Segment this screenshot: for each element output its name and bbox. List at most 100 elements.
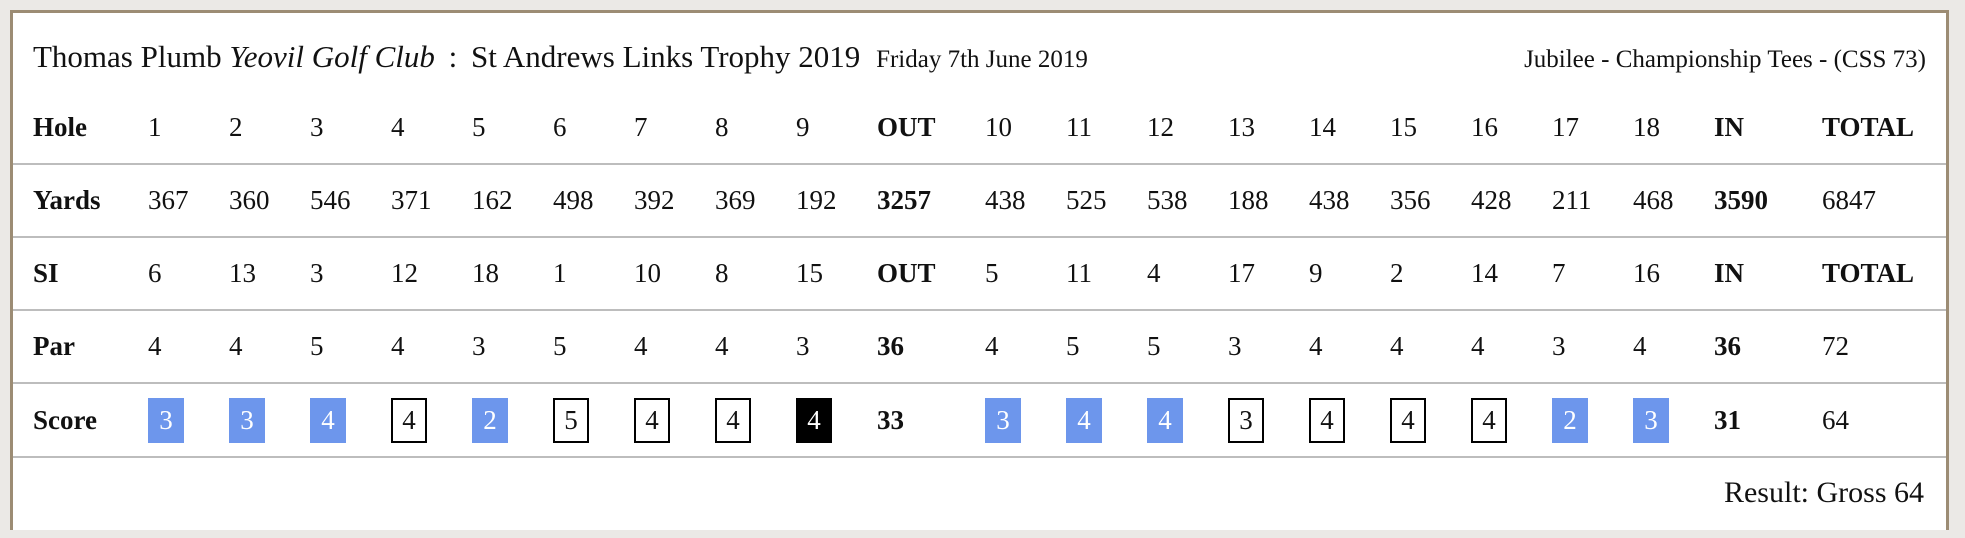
score-cell: 4 xyxy=(1390,382,1471,456)
row-label-par: Par xyxy=(13,309,148,383)
hole-cell: 3 xyxy=(310,111,324,142)
hole-cell: 10 xyxy=(985,111,1012,142)
yards-cell: 367 xyxy=(148,163,229,237)
par-cell: 4 xyxy=(985,309,1066,383)
score-cell: 33 xyxy=(877,382,985,456)
hole-cell: 11 xyxy=(1066,111,1092,142)
par-cell: 36 xyxy=(1714,309,1822,383)
par-score-box: 4 xyxy=(1309,397,1345,443)
scorecard-table-body: Hole 1 2 3 4 5 6 7 8 9 OUT 10 11 12 13 14 15 16 17 18 IN TOTA… xyxy=(13,91,1946,456)
par-cell: 3 xyxy=(472,309,553,383)
hole-cell: 14 xyxy=(1309,111,1336,142)
hole-cell: 17 xyxy=(1552,111,1579,142)
score-cell: 3 xyxy=(1228,382,1309,456)
par-cell: 4 xyxy=(148,309,229,383)
yards-cell: 3257 xyxy=(877,163,985,237)
score-cell: 4 xyxy=(1066,382,1147,456)
si-cell: 16 xyxy=(1633,236,1714,310)
scorecard-card: Thomas Plumb Yeovil Golf Club : St Andre… xyxy=(10,10,1949,530)
hole-cell: 18 xyxy=(1633,111,1660,142)
par-cell: 4 xyxy=(1471,309,1552,383)
birdie-score-box: 4 xyxy=(1147,397,1183,443)
bogey-score-box: 4 xyxy=(796,397,832,443)
si-cell: 9 xyxy=(1309,236,1390,310)
yards-cell: 428 xyxy=(1471,163,1552,237)
yards-cell: 192 xyxy=(796,163,877,237)
scorecard-title: Thomas Plumb Yeovil Golf Club : St Andre… xyxy=(33,39,1088,75)
hole-cell: IN xyxy=(1714,111,1745,142)
result-row: Result: Gross 64 xyxy=(13,456,1946,528)
score-cell: 4 xyxy=(634,382,715,456)
yards-cell: 211 xyxy=(1552,163,1633,237)
si-cell: 17 xyxy=(1228,236,1309,310)
par-score-box: 3 xyxy=(1228,397,1264,443)
birdie-score-box: 3 xyxy=(1633,397,1669,443)
si-cell: 18 xyxy=(472,236,553,310)
yards-cell: 438 xyxy=(985,163,1066,237)
competition-date: Friday 7th June 2019 xyxy=(876,46,1088,73)
si-cell: OUT xyxy=(877,236,985,310)
row-label-score: Score xyxy=(13,382,148,456)
par-cell: 3 xyxy=(1228,309,1309,383)
par-cell: 3 xyxy=(1552,309,1633,383)
player-name: Thomas Plumb xyxy=(33,39,222,74)
par-cell: 4 xyxy=(1390,309,1471,383)
score-cell: 4 xyxy=(796,382,877,456)
result-text: Result: Gross 64 xyxy=(1723,476,1924,509)
par-cell: 4 xyxy=(391,309,472,383)
yards-cell: 369 xyxy=(715,163,796,237)
birdie-score-box: 4 xyxy=(1066,397,1102,443)
score-cell: 4 xyxy=(715,382,796,456)
par-score-box: 5 xyxy=(553,397,589,443)
hole-cell: 2 xyxy=(229,111,243,142)
si-cell: 10 xyxy=(634,236,715,310)
score-cell: 3 xyxy=(148,382,229,456)
par-cell: 5 xyxy=(1066,309,1147,383)
si-cell: 7 xyxy=(1552,236,1633,310)
hole-cell: TOTAL xyxy=(1822,111,1915,142)
score-cell: 3 xyxy=(1633,382,1714,456)
hole-cell: 13 xyxy=(1228,111,1255,142)
yards-cell: 3590 xyxy=(1714,163,1822,237)
par-score-box: 4 xyxy=(634,397,670,443)
score-cell: 4 xyxy=(1471,382,1552,456)
par-cell: 5 xyxy=(553,309,634,383)
yards-cell: 6847 xyxy=(1822,163,1946,237)
yards-cell: 525 xyxy=(1066,163,1147,237)
competition-name: St Andrews Links Trophy 2019 xyxy=(471,39,861,74)
par-cell: 4 xyxy=(229,309,310,383)
si-cell: 11 xyxy=(1066,236,1147,310)
si-cell: 13 xyxy=(229,236,310,310)
hole-cell: 16 xyxy=(1471,111,1498,142)
hole-cell: 1 xyxy=(148,111,162,142)
par-cell: 5 xyxy=(1147,309,1228,383)
score-cell: 4 xyxy=(391,382,472,456)
row-hole: Hole 1 2 3 4 5 6 7 8 9 OUT 10 11 12 13 14 15 16 17 18 IN TOTA… xyxy=(13,91,1946,164)
par-score-box: 4 xyxy=(715,397,751,443)
par-cell: 3 xyxy=(796,309,877,383)
hole-cell: 9 xyxy=(796,111,810,142)
row-yards: Yards 367 360 546 371 162 498 392 369 192 3257 438 5… xyxy=(13,163,1946,237)
birdie-score-box: 4 xyxy=(310,397,346,443)
tees-info: Jubilee - Championship Tees - (CSS 73) xyxy=(1524,46,1926,73)
yards-cell: 162 xyxy=(472,163,553,237)
hole-cell: 8 xyxy=(715,111,729,142)
yards-cell: 392 xyxy=(634,163,715,237)
yards-cell: 360 xyxy=(229,163,310,237)
si-cell: 6 xyxy=(148,236,229,310)
si-cell: 3 xyxy=(310,236,391,310)
hole-cell: 5 xyxy=(472,111,486,142)
par-score-box: 4 xyxy=(1390,397,1426,443)
par-cell: 4 xyxy=(634,309,715,383)
si-cell: 1 xyxy=(553,236,634,310)
hole-cell: 4 xyxy=(391,111,405,142)
yards-cell: 438 xyxy=(1309,163,1390,237)
score-cell: 4 xyxy=(1309,382,1390,456)
si-cell: 15 xyxy=(796,236,877,310)
row-si: SI 6 13 3 12 18 1 10 8 15 OUT 5 11 4 17 9 2 14 7 16 IN TOTAL xyxy=(13,236,1946,310)
birdie-score-box: 2 xyxy=(1552,397,1588,443)
yards-cell: 538 xyxy=(1147,163,1228,237)
par-cell: 5 xyxy=(310,309,391,383)
score-cell: 5 xyxy=(553,382,634,456)
si-cell: 5 xyxy=(985,236,1066,310)
